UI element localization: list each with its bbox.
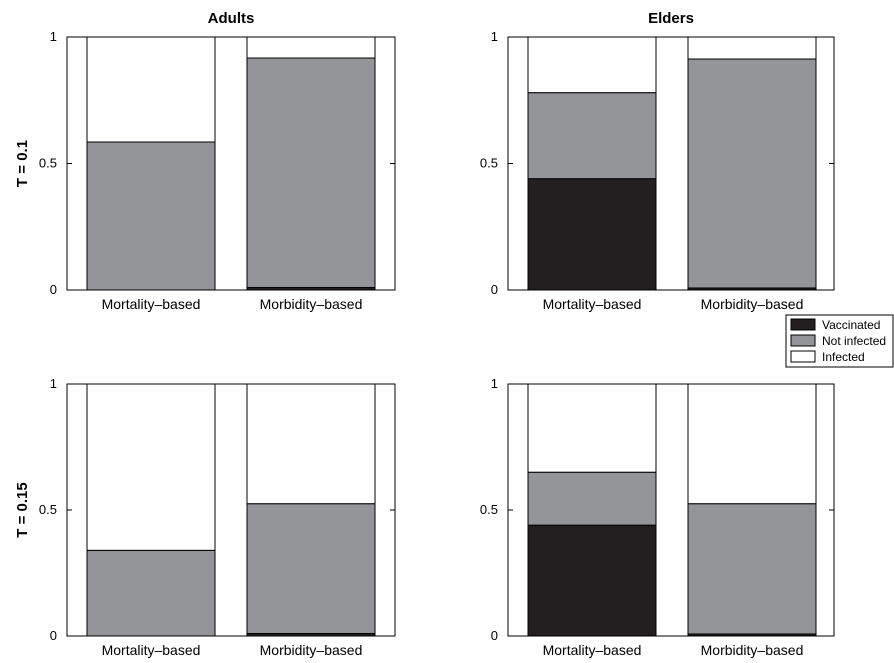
- bar-segment-infected: [246, 383, 376, 505]
- bar-segment-infected: [527, 383, 657, 473]
- bar-segment-infected: [86, 383, 216, 551]
- bar-segment-not-infected: [687, 503, 817, 635]
- bar-segment-vaccinated: [527, 524, 657, 637]
- legend-label: Vaccinated: [822, 318, 880, 332]
- category-label: Mortality–based: [102, 642, 201, 658]
- y-tick-label: 0: [491, 282, 498, 297]
- category-label: Mortality–based: [543, 296, 642, 312]
- row-label: T = 0.15: [14, 482, 31, 537]
- panel-title: Adults: [208, 10, 255, 27]
- y-tick-label: 0: [50, 628, 57, 643]
- bar-segment-not-infected: [246, 57, 376, 288]
- bar-segment-not-infected: [527, 471, 657, 526]
- y-tick-label: 1: [50, 29, 57, 44]
- y-tick-label: 1: [491, 29, 498, 44]
- y-tick-label: 0: [50, 282, 57, 297]
- category-label: Morbidity–based: [701, 642, 804, 658]
- bar-segment-not-infected: [246, 503, 376, 634]
- bar-segment-infected: [527, 36, 657, 94]
- y-tick-label: 1: [491, 376, 498, 391]
- category-label: Morbidity–based: [260, 296, 363, 312]
- bar-segment-infected: [86, 36, 216, 143]
- legend-label: Not infected: [822, 334, 886, 348]
- legend-swatch-vaccinated: [790, 318, 816, 331]
- legend-swatch-not-infected: [790, 334, 816, 347]
- bar-segment-infected: [246, 36, 376, 59]
- bar-segment-infected: [687, 383, 817, 505]
- bar-segment-infected: [687, 36, 817, 60]
- y-tick-label: 0.5: [39, 502, 57, 517]
- y-tick-label: 0.5: [480, 156, 498, 171]
- category-label: Mortality–based: [543, 642, 642, 658]
- bar-segment-not-infected: [86, 549, 216, 637]
- legend-swatch-infected: [790, 350, 816, 363]
- bar-segment-not-infected: [86, 141, 216, 291]
- bar-segment-vaccinated: [527, 178, 657, 291]
- panel-title: Elders: [648, 10, 694, 27]
- bar-segment-not-infected: [687, 58, 817, 289]
- y-tick-label: 0.5: [480, 502, 498, 517]
- category-label: Mortality–based: [102, 296, 201, 312]
- category-label: Morbidity–based: [260, 642, 363, 658]
- y-tick-label: 0: [491, 628, 498, 643]
- row-label: T = 0.1: [14, 140, 31, 187]
- legend-label: Infected: [822, 350, 865, 364]
- category-label: Morbidity–based: [701, 296, 804, 312]
- bar-segment-not-infected: [527, 92, 657, 180]
- y-tick-label: 0.5: [39, 156, 57, 171]
- y-tick-label: 1: [50, 376, 57, 391]
